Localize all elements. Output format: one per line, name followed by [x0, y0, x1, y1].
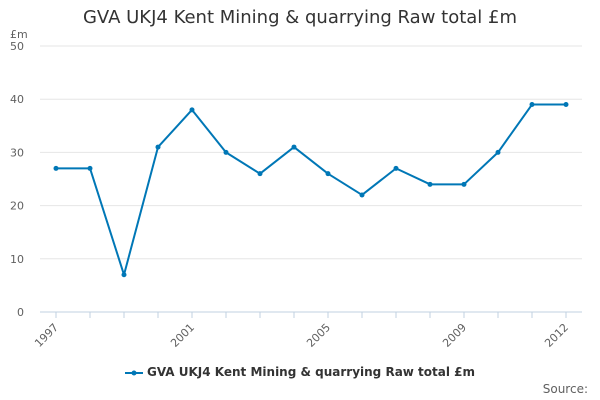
data-point — [461, 181, 467, 187]
y-tick-label: 10 — [10, 253, 24, 266]
legend[interactable]: GVA UKJ4 Kent Mining & quarrying Raw tot… — [0, 365, 600, 379]
x-tick-label: 2005 — [304, 321, 333, 350]
data-point — [53, 165, 59, 171]
chart-title: GVA UKJ4 Kent Mining & quarrying Raw tot… — [82, 7, 518, 28]
x-tick-label: 1997 — [32, 321, 61, 350]
data-point — [257, 171, 263, 177]
data-point — [223, 149, 229, 155]
x-tick-label: 2012 — [542, 321, 571, 350]
data-point — [563, 102, 569, 108]
data-point — [189, 107, 195, 113]
source-label: Source: — [542, 382, 588, 396]
data-point — [155, 144, 161, 150]
data-point — [427, 181, 433, 187]
x-tick-label: 2001 — [168, 321, 197, 350]
y-axis-unit-label: £m — [10, 28, 28, 41]
data-point — [291, 144, 297, 150]
y-tick-label: 0 — [17, 306, 24, 319]
y-tick-label: 20 — [10, 200, 24, 213]
series-line — [56, 103, 566, 276]
legend-series-label: GVA UKJ4 Kent Mining & quarrying Raw tot… — [146, 365, 476, 379]
data-point — [393, 165, 399, 171]
y-tick-label: 50 — [10, 40, 24, 53]
data-point — [87, 165, 93, 171]
legend-series-marker — [124, 370, 143, 375]
data-point — [495, 149, 501, 155]
data-point — [359, 192, 365, 198]
y-tick-label: 40 — [10, 93, 24, 106]
data-point — [325, 171, 331, 177]
x-tick-label: 2009 — [440, 321, 469, 350]
data-point — [121, 272, 127, 278]
y-tick-label: 30 — [10, 146, 24, 159]
data-point — [529, 102, 535, 108]
